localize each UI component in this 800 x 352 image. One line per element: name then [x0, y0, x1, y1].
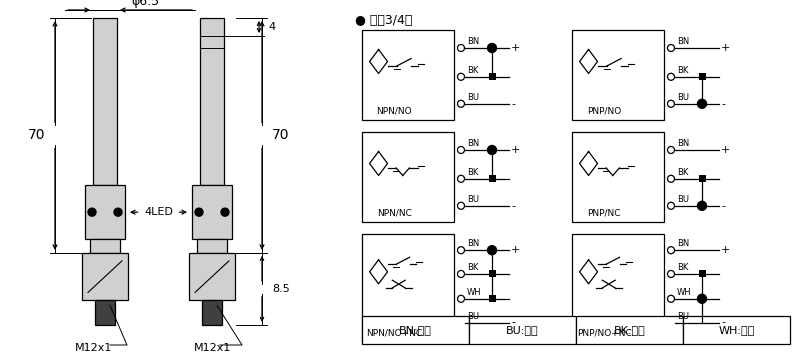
Text: BN: BN	[677, 239, 690, 248]
Text: +: +	[721, 43, 730, 53]
Text: 70: 70	[272, 128, 290, 143]
Text: PNP/NC: PNP/NC	[587, 209, 621, 218]
Text: φ6.5: φ6.5	[131, 0, 159, 8]
Text: BN: BN	[677, 37, 690, 46]
Text: BK: BK	[677, 168, 688, 177]
Text: NPN/NC: NPN/NC	[377, 209, 412, 218]
Bar	[698, 295, 706, 302]
Text: BK: BK	[677, 66, 688, 75]
Text: BU: BU	[677, 195, 689, 204]
Bar	[189, 253, 235, 301]
Text: PNP/NO: PNP/NO	[587, 107, 622, 116]
Bar	[82, 253, 128, 301]
Bar	[683, 316, 790, 344]
Circle shape	[114, 208, 122, 216]
Text: BU:兰色: BU:兰色	[506, 325, 539, 335]
Bar	[572, 132, 664, 222]
Text: BN: BN	[467, 37, 479, 46]
Bar	[93, 18, 117, 185]
Circle shape	[698, 99, 706, 108]
Text: BU: BU	[677, 312, 689, 321]
Text: BK: BK	[467, 168, 478, 177]
Text: ● 直兵3/4线: ● 直兵3/4线	[355, 14, 412, 27]
Text: NPN/NO: NPN/NO	[376, 107, 412, 116]
Circle shape	[221, 208, 229, 216]
Bar	[489, 295, 495, 302]
Text: 4LED: 4LED	[144, 207, 173, 217]
Bar	[362, 234, 454, 342]
Bar	[489, 73, 495, 80]
Text: +: +	[511, 145, 520, 155]
Text: +: +	[511, 43, 520, 53]
Circle shape	[487, 246, 497, 255]
Text: +: +	[721, 245, 730, 255]
Bar	[90, 239, 120, 253]
Bar	[362, 30, 454, 120]
Text: BN: BN	[677, 139, 690, 148]
Text: -: -	[721, 201, 725, 211]
Text: BU: BU	[467, 195, 479, 204]
Bar	[85, 185, 125, 239]
Text: BK:黑色: BK:黑色	[614, 325, 646, 335]
Text: M12x1: M12x1	[194, 343, 231, 352]
Bar	[698, 73, 706, 80]
Bar	[197, 239, 227, 253]
Text: WH: WH	[467, 288, 482, 297]
Circle shape	[195, 208, 203, 216]
Text: -: -	[721, 318, 725, 328]
Text: PNP/NO+NC: PNP/NO+NC	[577, 329, 631, 338]
Text: 8.5: 8.5	[272, 284, 290, 294]
Text: WH: WH	[677, 288, 692, 297]
Bar	[202, 301, 222, 325]
Text: NPN/NO+NC: NPN/NO+NC	[366, 329, 422, 338]
Text: +: +	[721, 145, 730, 155]
Text: -: -	[511, 201, 515, 211]
Text: BU: BU	[677, 93, 689, 102]
Bar	[200, 18, 224, 185]
Text: BK: BK	[467, 66, 478, 75]
Text: BU: BU	[467, 312, 479, 321]
Bar	[698, 175, 706, 182]
Circle shape	[487, 44, 497, 52]
Text: 70: 70	[27, 128, 45, 143]
Text: BK: BK	[677, 263, 688, 272]
Bar	[95, 301, 115, 325]
Circle shape	[487, 145, 497, 155]
Circle shape	[698, 294, 706, 303]
Text: M12x1: M12x1	[75, 343, 112, 352]
Bar	[572, 234, 664, 342]
Bar	[469, 316, 576, 344]
Bar	[698, 270, 706, 277]
Text: BK: BK	[467, 263, 478, 272]
Text: -: -	[511, 318, 515, 328]
Text: BN:棕色: BN:棕色	[399, 325, 432, 335]
Circle shape	[698, 201, 706, 210]
Text: 4: 4	[268, 22, 275, 32]
Bar	[489, 175, 495, 182]
Bar	[362, 132, 454, 222]
Text: -: -	[511, 99, 515, 109]
Text: -: -	[721, 99, 725, 109]
Text: WH:白色: WH:白色	[718, 325, 754, 335]
Text: BU: BU	[467, 93, 479, 102]
Bar	[572, 30, 664, 120]
Text: BN: BN	[467, 139, 479, 148]
Text: BN: BN	[467, 239, 479, 248]
Bar	[576, 316, 683, 344]
Bar	[489, 270, 495, 277]
Bar	[192, 185, 232, 239]
Circle shape	[88, 208, 96, 216]
Text: +: +	[511, 245, 520, 255]
Bar	[362, 316, 469, 344]
